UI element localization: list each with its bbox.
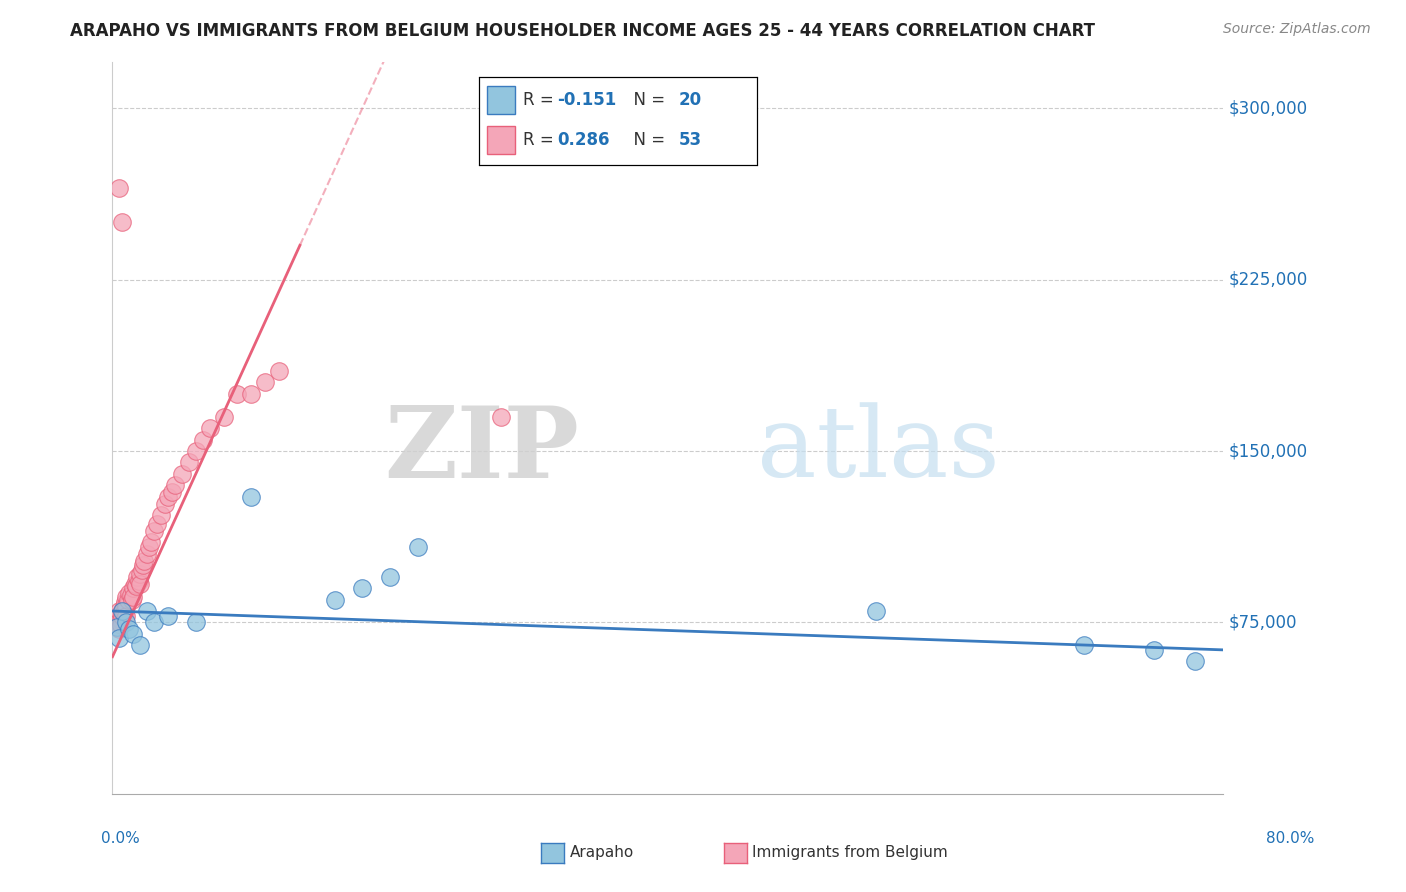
Point (115, 591, 138, 605)
Point (125, 579, 148, 593)
Point (323, 592, 346, 607)
Text: 0.0%: 0.0% (101, 831, 141, 846)
Text: 80.0%: 80.0% (1267, 831, 1315, 846)
Point (132, 558, 155, 573)
Point (129, 638, 152, 652)
Point (111, 608, 134, 623)
Point (114, 604, 136, 618)
Text: $75,000: $75,000 (1229, 614, 1298, 632)
Point (254, 376, 277, 390)
Point (160, 485, 183, 500)
Point (150, 508, 173, 522)
Point (177, 455, 200, 469)
Point (157, 608, 180, 623)
Point (129, 576, 152, 591)
Point (122, 591, 145, 605)
Point (240, 387, 263, 401)
Point (134, 554, 156, 568)
Point (170, 467, 193, 481)
Point (143, 524, 166, 538)
Text: Immigrants from Belgium: Immigrants from Belgium (752, 846, 948, 860)
Point (108, 623, 131, 637)
Point (1143, 643, 1166, 657)
Point (108, 181, 131, 195)
Point (121, 592, 143, 607)
Point (184, 615, 207, 630)
Point (110, 613, 132, 627)
Point (118, 585, 141, 599)
Point (108, 604, 131, 618)
Point (127, 570, 149, 584)
Point (129, 567, 152, 582)
Point (865, 604, 887, 618)
Point (111, 604, 134, 618)
Text: Source: ZipAtlas.com: Source: ZipAtlas.com (1223, 22, 1371, 37)
Point (112, 607, 135, 621)
Point (184, 444, 207, 458)
Point (198, 421, 221, 435)
Point (226, 387, 249, 401)
Point (115, 599, 138, 614)
Point (138, 540, 160, 554)
Point (163, 478, 186, 492)
Point (111, 215, 134, 229)
Point (105, 608, 128, 623)
Point (124, 576, 146, 591)
Text: ARAPAHO VS IMMIGRANTS FROM BELGIUM HOUSEHOLDER INCOME AGES 25 - 44 YEARS CORRELA: ARAPAHO VS IMMIGRANTS FROM BELGIUM HOUSE… (70, 22, 1095, 40)
Text: $225,000: $225,000 (1229, 270, 1308, 289)
Text: $150,000: $150,000 (1229, 442, 1308, 460)
Point (146, 517, 169, 532)
Point (108, 632, 131, 646)
Point (122, 627, 145, 641)
Point (120, 588, 142, 602)
Point (155, 497, 177, 511)
Point (112, 599, 135, 614)
Point (122, 581, 145, 595)
Point (141, 535, 163, 549)
Text: atlas: atlas (756, 402, 1000, 498)
Point (406, 540, 429, 554)
Point (111, 604, 134, 618)
Point (157, 490, 180, 504)
Text: $300,000: $300,000 (1229, 99, 1308, 117)
Point (105, 620, 128, 634)
Point (136, 547, 159, 561)
Point (491, 409, 513, 424)
Point (1184, 654, 1206, 668)
Point (117, 592, 139, 607)
Point (212, 409, 235, 424)
Point (115, 608, 138, 623)
Point (240, 490, 263, 504)
Point (380, 570, 402, 584)
Point (118, 623, 141, 637)
Point (110, 617, 132, 632)
Point (128, 574, 150, 589)
Text: ZIP: ZIP (384, 401, 579, 499)
Point (107, 615, 129, 630)
Point (191, 433, 214, 447)
Text: Arapaho: Arapaho (569, 846, 634, 860)
Point (131, 563, 153, 577)
Point (1073, 638, 1095, 652)
Point (115, 615, 138, 630)
Point (114, 595, 136, 609)
Point (143, 615, 166, 630)
Point (352, 581, 374, 595)
Point (267, 364, 291, 378)
Point (136, 604, 159, 618)
